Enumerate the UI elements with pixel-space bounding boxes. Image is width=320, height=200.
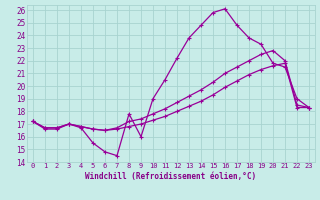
X-axis label: Windchill (Refroidissement éolien,°C): Windchill (Refroidissement éolien,°C) <box>85 172 257 181</box>
